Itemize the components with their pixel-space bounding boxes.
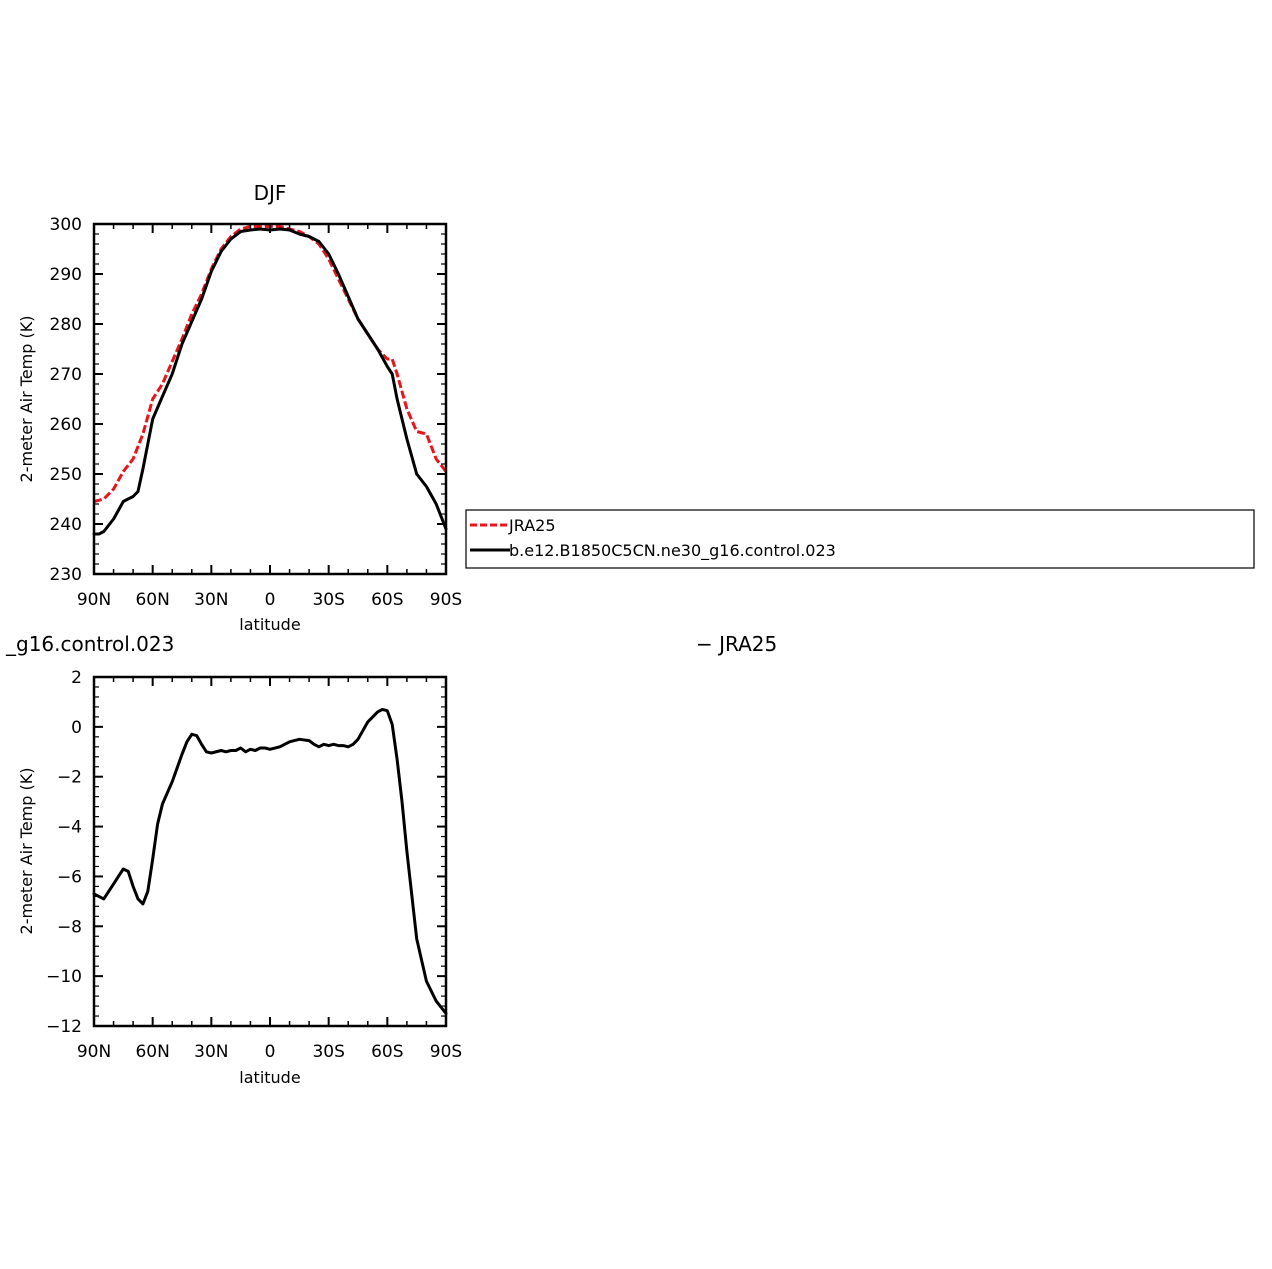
y-tick-label: 240 xyxy=(50,515,82,535)
series-group xyxy=(92,225,448,536)
ticks-top: 90N 60N 30N 0 30S 60S 90S 230 240 250 260 270 280 290… xyxy=(50,215,463,610)
legend-box xyxy=(465,509,1255,569)
x-tick-label: 60N xyxy=(135,1042,169,1062)
x-tick-label: 90S xyxy=(430,1042,462,1062)
x-tick-label: 30N xyxy=(194,590,228,610)
y-tick-label: 270 xyxy=(50,365,82,385)
legend-label-jra25: JRA25 xyxy=(508,516,556,535)
x-tick-label: 90S xyxy=(430,590,462,610)
y-tick-label: 290 xyxy=(50,265,82,285)
x-axis-title-bottom: latitude xyxy=(239,1068,300,1087)
chart-title-djf: DJF xyxy=(254,181,287,205)
y-axis-title-bottom: 2-meter Air Temp (K) xyxy=(17,768,36,935)
y-tick-label: −10 xyxy=(46,967,82,987)
series-line-0-1 xyxy=(92,227,448,536)
x-tick-label: 0 xyxy=(265,590,276,610)
legend-label-model: b.e12.B1850C5CN.ne30_g16.control.023 xyxy=(509,541,836,561)
y-tick-label: −2 xyxy=(57,768,82,788)
y-tick-label: 250 xyxy=(50,465,82,485)
x-tick-label: 30S xyxy=(312,1042,344,1062)
y-tick-label: 0 xyxy=(71,718,82,738)
chart-title-difference-left: _g16.control.023 xyxy=(5,632,174,656)
series-group xyxy=(92,707,448,1015)
y-tick-label: 2 xyxy=(71,668,82,688)
x-tick-label: 90N xyxy=(77,1042,111,1062)
x-tick-label: 60N xyxy=(135,590,169,610)
y-tick-label: −8 xyxy=(57,917,82,937)
djf-temperature-panel: DJF 90N 60N 30N 0 30S 60S 90S 230 240 250 260 270 28… xyxy=(17,181,462,634)
x-tick-label: 30S xyxy=(312,590,344,610)
y-tick-label: 300 xyxy=(50,215,82,235)
x-tick-label: 60S xyxy=(371,1042,403,1062)
y-tick-label: −12 xyxy=(46,1017,82,1037)
y-tick-label: −4 xyxy=(57,818,82,838)
chart-title-difference-right: − JRA25 xyxy=(696,632,777,656)
difference-panel: _g16.control.023 − JRA25 90N 60N 30N 0 30S 60… xyxy=(5,632,777,1087)
legend: JRA25 b.e12.B1850C5CN.ne30_g16.control.0… xyxy=(465,509,1255,569)
y-tick-label: 260 xyxy=(50,415,82,435)
x-tick-label: 30N xyxy=(194,1042,228,1062)
x-axis-title-top: latitude xyxy=(239,615,300,634)
ticks-bottom: 90N 60N 30N 0 30S 60S 90S −12 −10 −8 −6 −4 −2 0 2 xyxy=(46,668,462,1062)
y-tick-label: 280 xyxy=(50,315,82,335)
x-tick-label: 0 xyxy=(265,1042,276,1062)
x-tick-label: 60S xyxy=(371,590,403,610)
plot-frame-top xyxy=(92,222,448,576)
series-line-1-0 xyxy=(92,707,448,1015)
series-line-0-0 xyxy=(93,225,448,503)
y-tick-label: −6 xyxy=(57,867,82,887)
y-axis-title-top: 2-meter Air Temp (K) xyxy=(17,316,36,483)
y-tick-label: 230 xyxy=(50,565,82,585)
x-tick-label: 90N xyxy=(77,590,111,610)
